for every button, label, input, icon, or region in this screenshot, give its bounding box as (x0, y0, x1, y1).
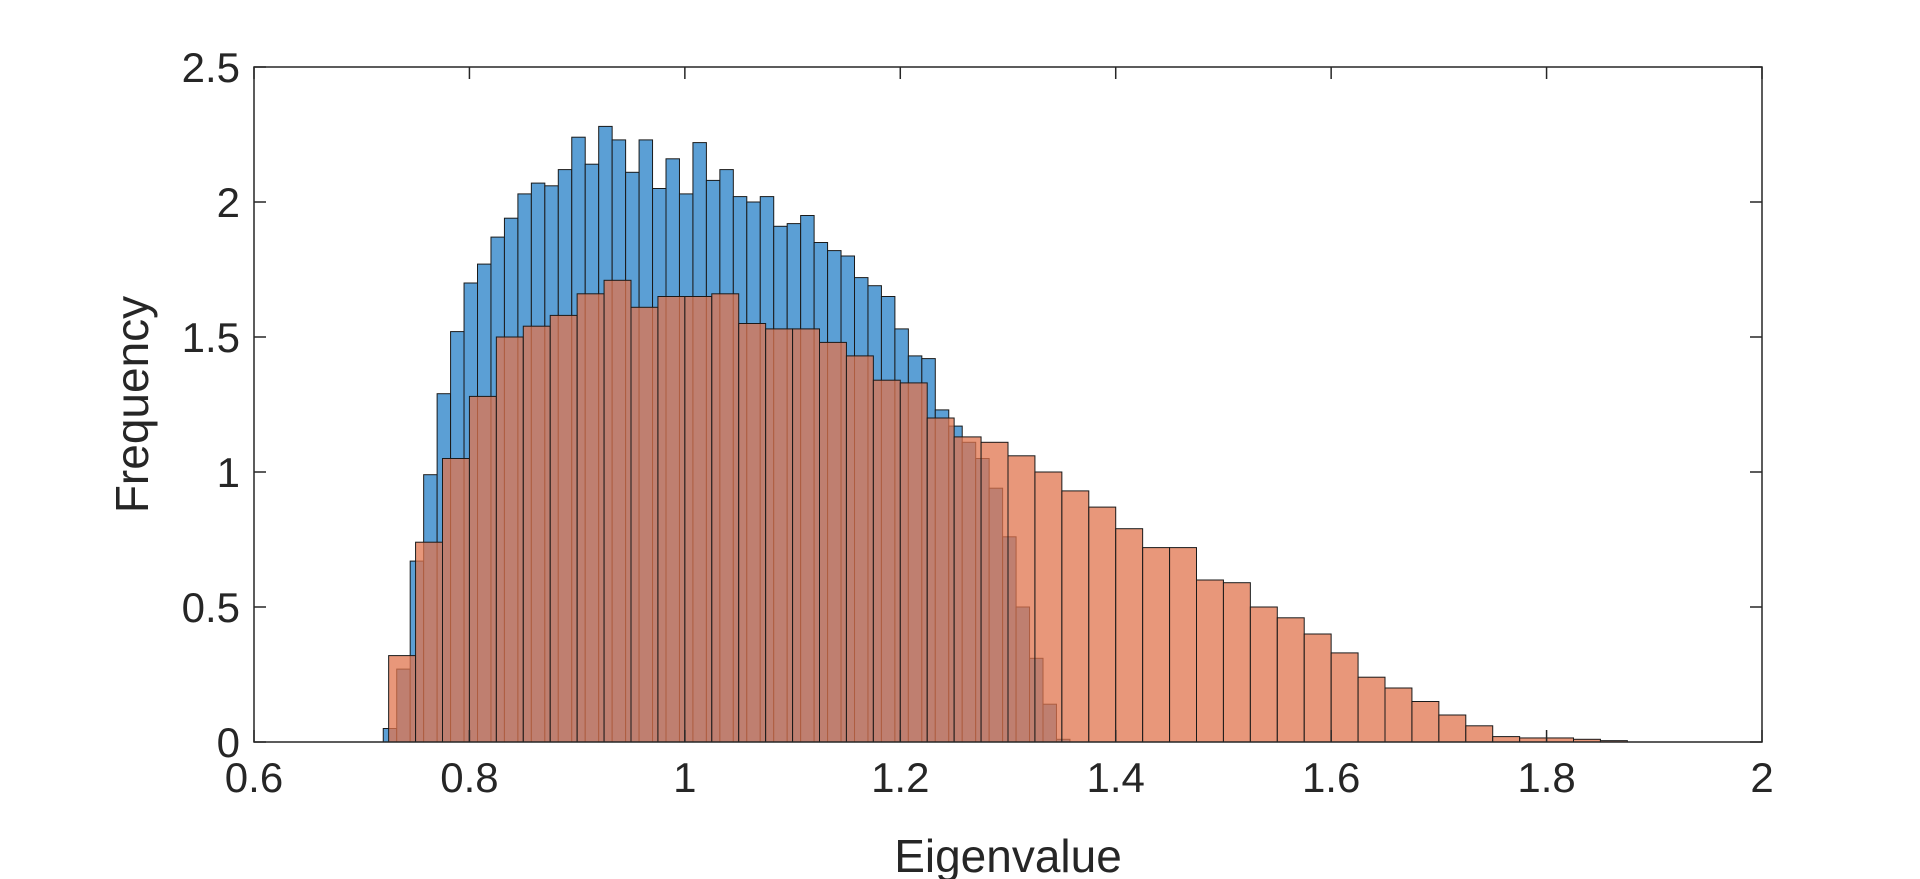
x-tick-label: 0.6 (225, 754, 283, 801)
x-axis-label: Eigenvalue (894, 830, 1122, 879)
histogram-bar (1330, 652, 1359, 743)
histogram-bar (1438, 714, 1467, 743)
orange-series-bars (388, 279, 1628, 743)
histogram-bar (819, 341, 847, 743)
histogram-bar (388, 655, 417, 743)
y-tick-label: 2 (217, 179, 240, 226)
histogram-bar (953, 436, 982, 743)
histogram-bar (495, 336, 524, 743)
histogram-bar (926, 417, 955, 743)
x-tick-label: 2 (1750, 754, 1773, 801)
histogram-bar (899, 382, 928, 743)
histogram-bar (684, 296, 713, 743)
histogram-bar (630, 306, 659, 743)
x-tick-label: 1.6 (1302, 754, 1360, 801)
histogram-bar (468, 395, 497, 743)
y-tick-label: 1 (217, 449, 240, 496)
histogram-bar (1249, 606, 1278, 743)
histogram-bar (657, 296, 686, 743)
y-axis: 0 0.5 1 1.5 2 2.5 (182, 44, 1762, 766)
histogram-bar (1492, 736, 1521, 743)
histogram-bar (1007, 455, 1036, 743)
histogram-bar (1276, 617, 1305, 743)
histogram-bar (549, 314, 578, 743)
histogram-bar (1196, 579, 1224, 743)
x-tick-label: 1.2 (871, 754, 929, 801)
y-tick-label: 0.5 (182, 584, 240, 631)
y-tick-label: 1.5 (182, 314, 240, 361)
x-tick-label: 1 (673, 754, 696, 801)
histogram-bar (522, 325, 551, 743)
histogram-bar (980, 441, 1009, 743)
histogram-bar (1357, 676, 1386, 743)
histogram-bar (1088, 506, 1117, 743)
histogram-bar (1142, 547, 1171, 743)
histogram-bar (603, 279, 632, 743)
x-axis: 0.6 0.8 1 1.2 1.4 1.6 1.8 2 (225, 67, 1774, 801)
histogram-bar (792, 328, 820, 743)
histogram-bar (1034, 471, 1063, 743)
y-tick-label: 0 (217, 719, 240, 766)
y-axis-label: Frequency (106, 296, 158, 513)
histogram-bar (1169, 547, 1197, 743)
histogram-bar (415, 541, 444, 743)
x-tick-label: 0.8 (440, 754, 498, 801)
x-tick-label: 1.8 (1517, 754, 1575, 801)
x-tick-label: 1.4 (1087, 754, 1145, 801)
histogram-bar (738, 323, 767, 743)
histogram-bar (1465, 725, 1494, 743)
histogram-bar (1411, 701, 1440, 743)
histogram-bar (442, 458, 470, 743)
plot-area-frame (253, 66, 1763, 743)
histogram-bar (711, 293, 740, 743)
histogram-bar (576, 293, 605, 743)
y-tick-label: 2.5 (182, 44, 240, 91)
histogram-bar (765, 328, 794, 743)
histogram-bar (1303, 633, 1332, 743)
histogram-bar (1061, 490, 1090, 743)
histogram-bar (1222, 582, 1251, 743)
histogram-bar (1115, 528, 1144, 743)
histogram-bar (845, 355, 874, 743)
histogram-bar (872, 379, 901, 743)
histogram-bar (1384, 687, 1413, 743)
